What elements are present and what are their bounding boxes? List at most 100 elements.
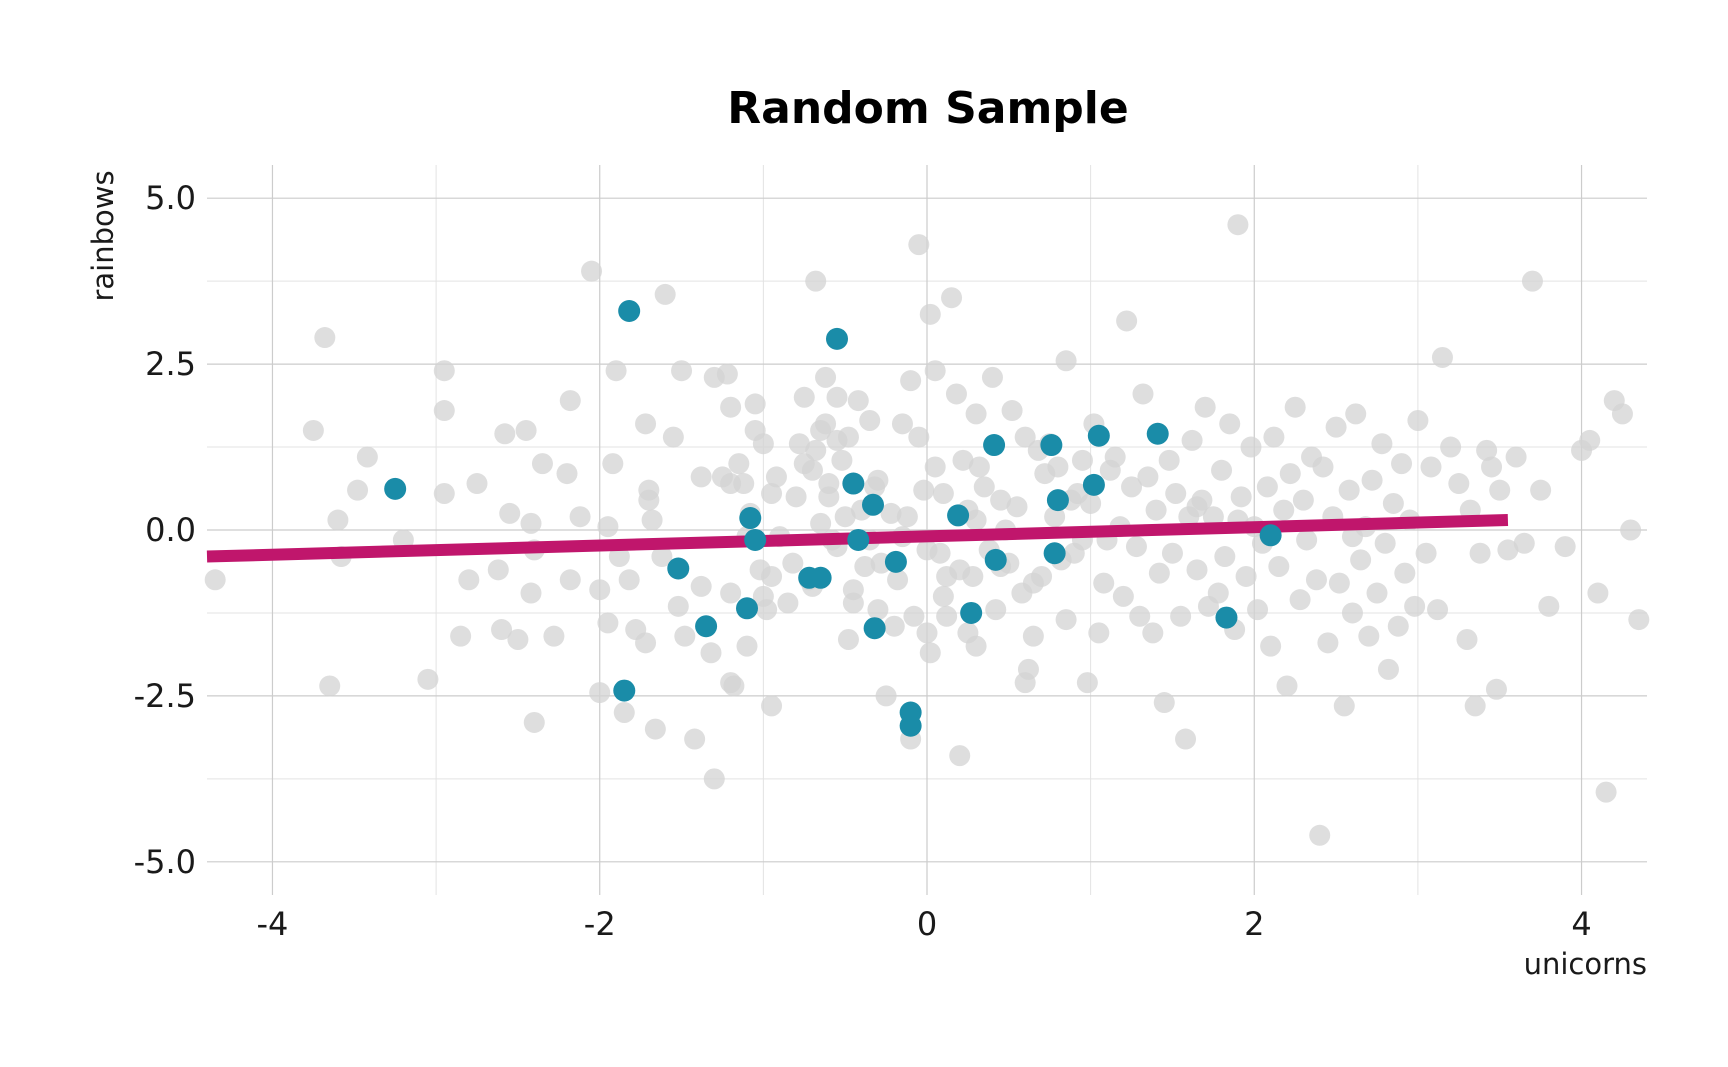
population-point [913, 479, 935, 501]
population-point [1587, 582, 1609, 604]
population-point [1093, 572, 1115, 594]
population-point [785, 486, 807, 508]
population-point [1431, 346, 1453, 368]
population-point [761, 565, 783, 587]
population-point [1394, 562, 1416, 584]
population-point [1377, 658, 1399, 680]
population-point [932, 483, 954, 504]
population-point [810, 512, 832, 534]
sample-point [695, 615, 718, 638]
population-point [1211, 459, 1233, 481]
population-point [831, 449, 853, 471]
population-point [1628, 609, 1650, 631]
population-point [589, 682, 611, 704]
population-point [854, 556, 876, 577]
population-point [805, 270, 827, 292]
population-point [891, 413, 913, 435]
population-point [1260, 635, 1282, 657]
y-tick-label: -2.5 [134, 677, 196, 715]
population-point [1145, 499, 1167, 521]
population-point [602, 453, 624, 475]
sample-point [613, 679, 636, 702]
population-point [608, 546, 630, 568]
y-tick-label: -5.0 [134, 843, 196, 881]
population-point [990, 489, 1012, 511]
population-point [559, 569, 581, 591]
sample-point [862, 493, 884, 516]
x-tick-label: 0 [917, 905, 937, 943]
population-point [815, 413, 837, 435]
population-point [765, 466, 787, 488]
x-tick-label: 2 [1244, 905, 1264, 943]
population-point [945, 383, 967, 405]
population-point [638, 489, 660, 511]
population-point [949, 745, 971, 767]
population-point [752, 433, 774, 455]
sample-point [983, 434, 1006, 457]
y-axis-label: rainbows [86, 170, 120, 301]
population-point [644, 718, 666, 740]
population-point [1170, 605, 1192, 627]
population-point [605, 360, 627, 382]
population-point [952, 449, 974, 471]
population-point [641, 509, 663, 531]
population-point [896, 506, 918, 528]
population-point [1031, 565, 1053, 587]
population-point [880, 502, 902, 524]
population-point [651, 546, 673, 568]
population-point [1407, 410, 1429, 431]
population-point [1158, 449, 1180, 471]
population-point [450, 625, 472, 647]
sample-point [618, 300, 641, 322]
population-point [1207, 582, 1229, 604]
population-point [805, 439, 827, 461]
population-point [720, 582, 742, 604]
population-point [818, 486, 840, 508]
population-point [1284, 396, 1306, 418]
population-point [1554, 536, 1576, 558]
population-point [417, 668, 439, 690]
population-point [815, 366, 837, 388]
population-point [1292, 489, 1314, 511]
population-point [916, 622, 938, 644]
population-point [319, 675, 341, 697]
population-point [1505, 446, 1527, 468]
population-point [981, 366, 1003, 388]
population-point [728, 453, 750, 475]
population-point [1391, 453, 1413, 475]
population-point [1317, 632, 1339, 654]
population-point [690, 466, 712, 488]
population-point [1513, 532, 1535, 554]
population-point [1371, 433, 1393, 455]
chart-title: Random Sample [727, 83, 1128, 134]
population-point [507, 629, 529, 650]
population-point [559, 390, 581, 412]
sample-point [984, 548, 1007, 571]
population-point [1227, 214, 1249, 236]
population-point [720, 396, 742, 418]
population-point [777, 592, 799, 614]
population-point [1161, 542, 1183, 564]
population-point [569, 506, 591, 528]
population-point [662, 426, 684, 448]
population-point [875, 685, 897, 707]
population-point [1361, 469, 1383, 491]
population-point [1382, 492, 1404, 514]
sample-point [1040, 434, 1063, 457]
population-point [1530, 479, 1552, 501]
population-point [1289, 589, 1311, 611]
population-point [826, 386, 848, 408]
population-point [1276, 675, 1298, 697]
population-point [1181, 429, 1203, 451]
population-point [531, 453, 553, 475]
population-point [1165, 483, 1187, 504]
population-point [635, 632, 657, 654]
population-point [1153, 692, 1175, 714]
population-point [1333, 695, 1355, 717]
population-point [1538, 595, 1560, 617]
population-point [1338, 479, 1360, 501]
y-tick-label: 5.0 [145, 179, 196, 217]
sample-point [1082, 473, 1105, 496]
population-point [347, 479, 369, 501]
population-point [908, 426, 930, 448]
